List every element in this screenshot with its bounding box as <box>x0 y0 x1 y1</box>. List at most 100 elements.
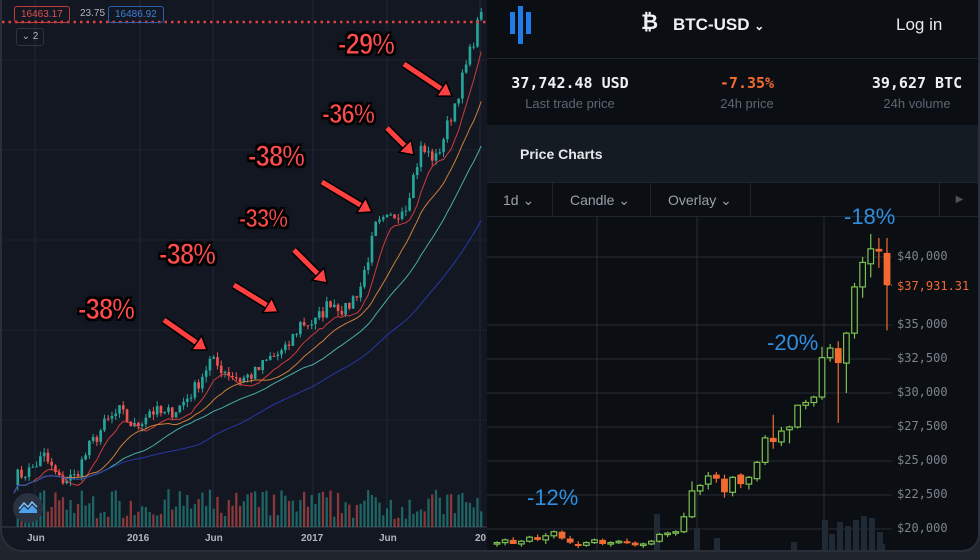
candle-body <box>378 219 381 222</box>
volume-bar <box>325 497 328 527</box>
candle-body <box>265 359 268 361</box>
volume-bar <box>95 518 99 527</box>
candle-body <box>558 531 566 539</box>
candle-body <box>50 461 53 466</box>
candle-body <box>672 531 680 534</box>
candle-body <box>408 198 411 211</box>
volume-bar <box>442 514 445 527</box>
chevron-down-icon: ⌄ <box>618 192 630 208</box>
expand-arrow-button[interactable]: ▶ <box>939 183 978 217</box>
indicator-count: 2 <box>32 31 39 42</box>
volume-bar <box>321 491 325 527</box>
candle-body <box>415 167 419 176</box>
candle-body <box>476 19 479 47</box>
overlay-dropdown[interactable]: Overlay ⌄ <box>651 183 751 217</box>
candle-body <box>794 404 802 428</box>
candle-body <box>314 317 317 325</box>
arrow-icon <box>162 317 204 349</box>
candle-body <box>461 72 464 99</box>
candle-body <box>761 437 769 463</box>
volume-bar <box>140 506 144 527</box>
candle-body <box>163 411 167 414</box>
volume-bar <box>438 497 441 527</box>
candle-body <box>647 540 655 545</box>
volume-bar <box>235 492 238 527</box>
volume-bar <box>461 493 464 527</box>
candle-body <box>842 332 850 364</box>
chart-logo-button[interactable] <box>13 493 43 523</box>
volume-bar <box>61 497 65 527</box>
time-tick: Jun <box>27 533 45 544</box>
volume-bar <box>88 503 91 527</box>
candle-body <box>84 455 87 460</box>
24h-volume-label: 24h volume <box>883 96 951 111</box>
24h-volume-value: 39,627 BTC <box>871 74 963 92</box>
volume-bar <box>480 511 483 527</box>
candle-body <box>449 120 453 122</box>
bid-price-label: 16463.17 <box>14 6 70 23</box>
pair-selector[interactable]: BTC-USD ⌄ <box>673 15 764 35</box>
chart-toolbar: 1d ⌄ Candle ⌄ Overlay ⌄ ▶ <box>487 182 978 217</box>
volume-bar <box>829 534 835 550</box>
volume-bar <box>351 517 355 527</box>
volume-bar <box>137 511 140 527</box>
interval-dropdown[interactable]: 1d ⌄ <box>487 183 553 217</box>
volume-bar <box>212 508 215 527</box>
candle-body <box>656 533 663 542</box>
volume-bar <box>845 526 851 550</box>
candle-body <box>31 466 35 468</box>
volume-bar <box>453 513 456 527</box>
candle-body <box>834 348 842 364</box>
candle-body <box>250 374 253 379</box>
volume-bar <box>303 491 306 527</box>
candle-body <box>121 405 125 410</box>
volume-bar <box>167 489 170 527</box>
drawdown-annotation: -36% <box>322 98 376 130</box>
volume-bar <box>694 528 700 550</box>
candle-body <box>114 413 118 417</box>
bars-logo-icon[interactable] <box>507 6 533 44</box>
candle-body <box>189 397 193 399</box>
candle-body <box>777 430 785 443</box>
indicators-toggle-button[interactable]: ⌄ 2 <box>16 28 44 46</box>
login-button[interactable]: Log in <box>896 15 943 34</box>
volume-bar <box>133 514 136 527</box>
candle-body <box>526 536 533 542</box>
volume-bar <box>280 490 283 527</box>
volume-bar <box>99 512 102 527</box>
candle-body <box>272 356 276 358</box>
candle-body <box>534 537 542 540</box>
volume-bar <box>869 518 875 550</box>
arrow-head-icon <box>310 266 328 284</box>
volume-bar <box>144 507 148 527</box>
candle-body <box>216 357 219 366</box>
candle-body <box>397 218 400 220</box>
chevron-down-icon: ⌄ <box>754 19 765 33</box>
daily-candlestick-chart[interactable] <box>487 217 980 552</box>
candle-body <box>54 465 57 473</box>
candle-body <box>802 401 810 406</box>
candle-body <box>287 344 291 346</box>
historical-candlestick-chart[interactable] <box>2 0 487 552</box>
chart-type-dropdown[interactable]: Candle ⌄ <box>553 183 651 217</box>
candle-body <box>253 366 257 379</box>
candle-body <box>88 440 91 456</box>
volume-bar <box>355 504 359 527</box>
time-tick: 2016 <box>127 533 150 544</box>
exchange-panel: ₿ BTC-USD ⌄ Log in 37,742.48 USD Last tr… <box>487 0 980 552</box>
candle-body <box>419 145 423 168</box>
candle-body <box>227 371 231 377</box>
candle-body <box>257 366 261 370</box>
candle-body <box>430 151 434 161</box>
volume-bar <box>110 491 114 527</box>
candle-body <box>219 365 223 374</box>
moving-average-line-4 <box>13 220 482 494</box>
candle-body <box>769 437 777 442</box>
candle-body <box>144 417 148 425</box>
candle-body <box>310 324 313 326</box>
candle-body <box>542 535 550 541</box>
candle-body <box>197 382 200 389</box>
volume-bar <box>43 490 46 527</box>
candle-body <box>623 541 631 544</box>
candle-body <box>174 412 178 418</box>
